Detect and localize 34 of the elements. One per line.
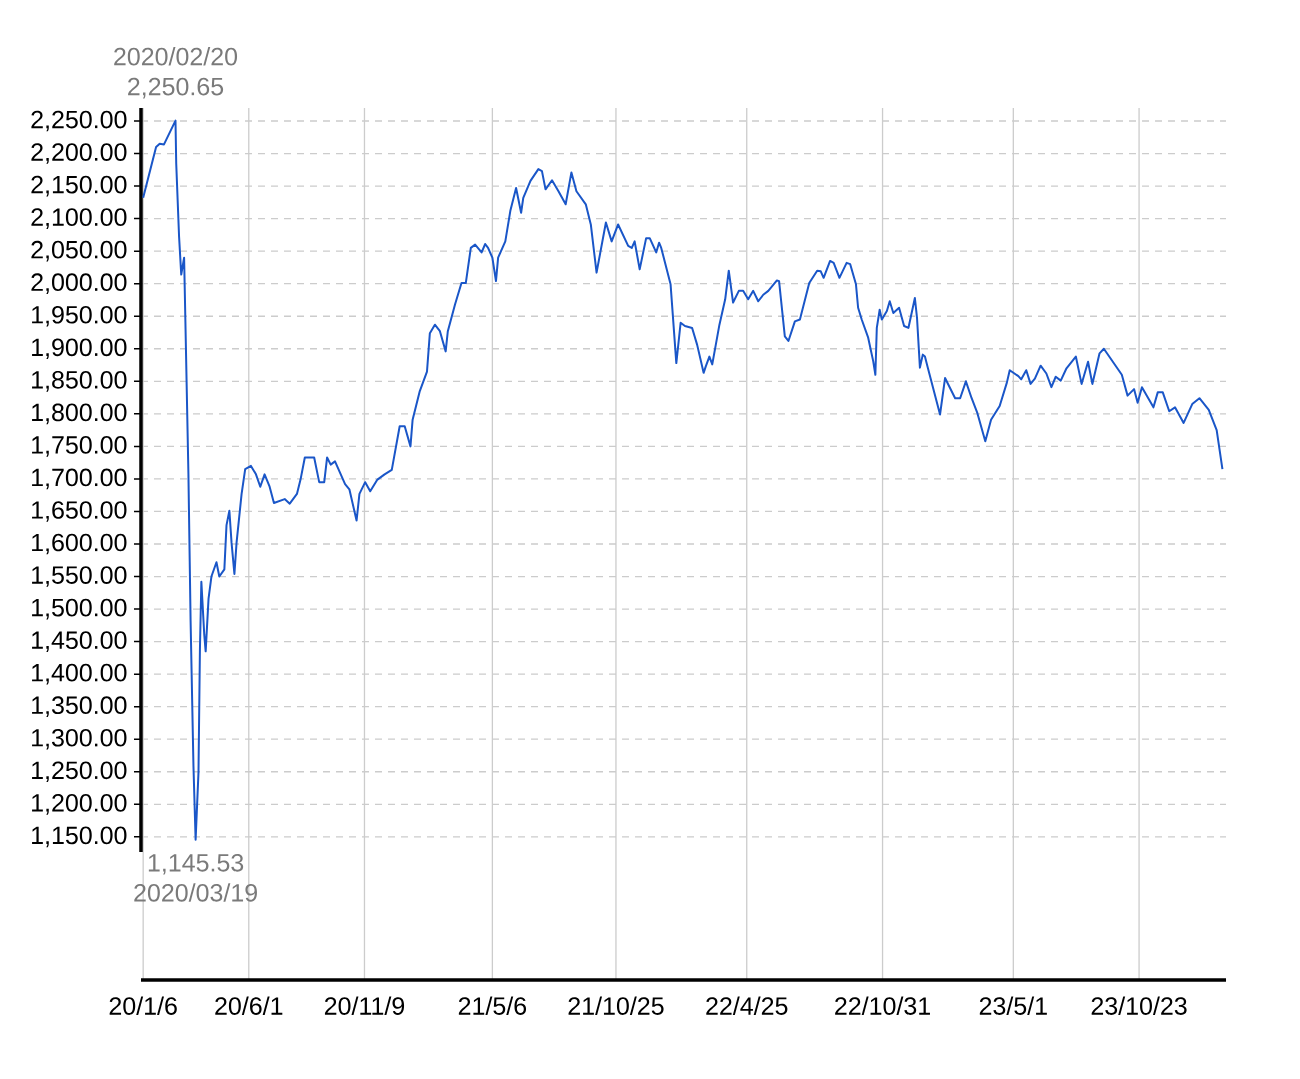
x-tick-label: 20/6/1 [215,996,283,1015]
y-tick-label: 2,050.00 [31,240,127,262]
y-tick-label: 1,500.00 [32,598,127,620]
y-tick-label: 1,750.00 [32,436,127,457]
y-tick-label: 1,200.00 [32,793,127,815]
x-tick-label: 23/5/1 [979,996,1047,1015]
y-tick-label: 1,600.00 [32,533,127,555]
y-tick-label: 2,100.00 [31,208,127,229]
y-tick-label: 2,000.00 [31,273,127,295]
y-tick-label: 1,300.00 [32,728,127,750]
y-tick-label: 1,800.00 [32,403,127,425]
y-tick-label: 2,150.00 [31,175,127,197]
y-tick-label: 1,450.00 [32,631,127,652]
x-tick-label: 23/10/23 [1091,996,1187,1015]
y-tick-label: 1,900.00 [32,338,127,360]
x-tick-label: 21/5/6 [458,996,527,1015]
y-tick-label: 2,200.00 [31,143,127,164]
y-tick-label: 1,950.00 [32,305,127,327]
x-tick-label: 20/1/6 [109,996,177,1015]
y-tick-label: 1,700.00 [32,468,127,490]
annotation: 1,145.53 2020/03/19 [134,853,257,902]
annotation: 2020/02/20 2,250.65 [114,47,238,99]
y-tick-label: 1,850.00 [32,370,127,392]
y-tick-label: 1,250.00 [32,761,127,783]
x-tick-label: 20/11/9 [324,996,405,1015]
y-tick-label: 1,400.00 [32,663,127,685]
y-tick-label: 1,350.00 [32,696,127,718]
x-tick-label: 21/10/25 [568,996,664,1015]
y-tick-label: 2,250.00 [31,110,127,132]
y-tick-label: 1,650.00 [32,501,127,522]
y-tick-label: 1,150.00 [32,826,127,848]
x-tick-label: 22/4/25 [706,996,788,1015]
x-tick-label: 22/10/31 [835,996,930,1015]
y-tick-label: 1,550.00 [32,566,127,587]
